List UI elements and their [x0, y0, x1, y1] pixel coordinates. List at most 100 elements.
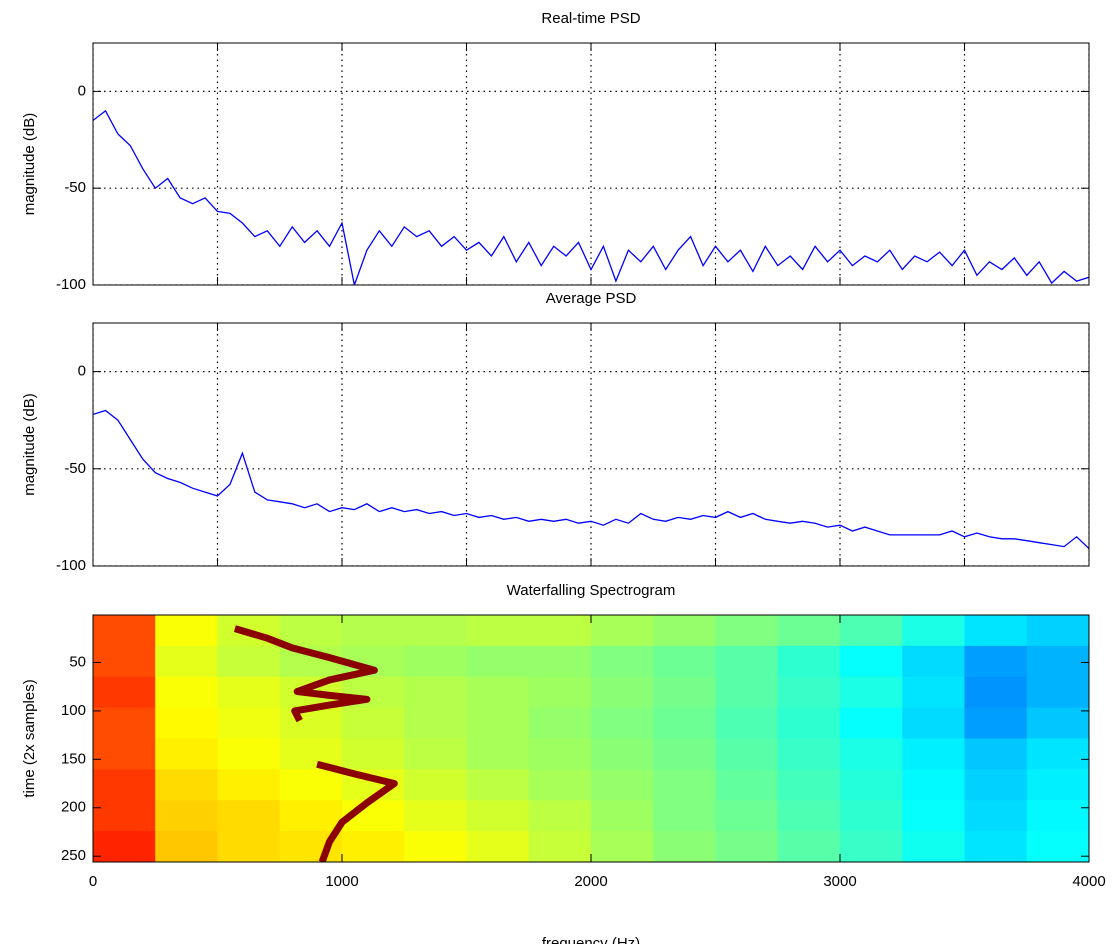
heatmap-cell: [653, 707, 716, 739]
heatmap-cell: [840, 707, 903, 739]
heatmap-cell: [1026, 707, 1089, 739]
heatmap-cell: [342, 738, 405, 770]
heatmap-cell: [342, 831, 405, 862]
heatmap-cell: [653, 645, 716, 678]
heatmap-cell: [404, 738, 467, 770]
heatmap-cell: [964, 615, 1028, 647]
ridge-trace: [233, 625, 378, 723]
heatmap-cell: [715, 645, 779, 678]
heatmap-cell: [715, 707, 779, 739]
y-axis-label: magnitude (dB): [21, 393, 38, 496]
heatmap-cell: [591, 800, 654, 832]
x-tick-label: 1000: [325, 873, 358, 890]
heatmap-cell: [715, 769, 779, 801]
subplot: Real-time PSD magnitude (dB) -100 -50 0: [21, 10, 1090, 293]
heatmap-cell: [404, 615, 467, 647]
heatmap-cell: [653, 769, 716, 801]
plot-area: [93, 43, 1089, 285]
heatmap-cell: [155, 707, 218, 739]
heatmap-cell: [902, 800, 965, 832]
heatmap-cell: [466, 769, 530, 801]
heatmap-cell: [840, 645, 903, 678]
heatmap-cell: [715, 676, 779, 709]
y-tick-label: 50: [69, 653, 86, 670]
heatmap-cell: [964, 707, 1028, 739]
heatmap-cell: [404, 769, 467, 801]
heatmap-cell: [591, 738, 654, 770]
heatmap-cell: [1026, 676, 1089, 709]
heatmap-cell: [528, 800, 592, 832]
heatmap-cell: [342, 615, 405, 647]
heatmap-cell: [777, 645, 841, 678]
heatmap-cell: [93, 615, 156, 647]
y-axis-label: magnitude (dB): [21, 113, 38, 216]
heatmap-cell: [1026, 615, 1089, 647]
heatmap-cell: [93, 707, 156, 739]
heatmap-cell: [528, 738, 592, 770]
heatmap-cell: [840, 676, 903, 709]
heatmap-cell: [528, 615, 592, 647]
heatmap-cell: [777, 615, 841, 647]
heatmap-cell: [217, 831, 281, 862]
heatmap-cell: [777, 800, 841, 832]
heatmap-cell: [217, 769, 281, 801]
heatmap-cell: [217, 800, 281, 832]
heatmap-cell: [964, 831, 1028, 862]
y-tick-label: 100: [61, 702, 86, 719]
heatmap-cell: [217, 645, 281, 678]
x-tick-label: 2000: [574, 873, 607, 890]
heatmap-cell: [93, 676, 156, 709]
plot-area: [93, 323, 1089, 566]
heatmap-cell: [715, 615, 779, 647]
heatmap-cell: [902, 615, 965, 647]
heatmap-cell: [840, 769, 903, 801]
heatmap-cell: [404, 831, 467, 862]
heatmap-cell: [591, 707, 654, 739]
heatmap-cell: [155, 676, 218, 709]
heatmap-cell: [466, 676, 530, 709]
heatmap-cell: [404, 645, 467, 678]
y-tick-label: -100: [56, 557, 86, 574]
y-tick-label: 150: [61, 750, 86, 767]
heatmap-cell: [653, 738, 716, 770]
heatmap-cell: [840, 738, 903, 770]
heatmap-cell: [591, 645, 654, 678]
heatmap-cell: [217, 707, 281, 739]
subplot-title: Waterfalling Spectrogram: [507, 582, 676, 599]
heatmap-cell: [840, 615, 903, 647]
x-tick-label: 4000: [1072, 873, 1105, 890]
heatmap-cell: [466, 831, 530, 862]
heatmap-cell: [1026, 645, 1089, 678]
heatmap-cell: [93, 831, 156, 862]
heatmap-cell: [1026, 831, 1089, 862]
heatmap-cell: [653, 831, 716, 862]
psd-line: [93, 409, 1089, 549]
heatmap-cell: [653, 800, 716, 832]
heatmap-cell: [902, 707, 965, 739]
heatmap-cell: [777, 738, 841, 770]
y-tick-label: -100: [56, 276, 86, 293]
heatmap-cell: [155, 738, 218, 770]
heatmap-cell: [466, 800, 530, 832]
heatmap-cell: [404, 800, 467, 832]
ridge-trace: [316, 760, 398, 862]
heatmap-cell: [279, 707, 343, 739]
y-tick-label: -50: [64, 179, 86, 196]
heatmap-cell: [466, 645, 530, 678]
heatmap-cell: [902, 738, 965, 770]
heatmap-cell: [404, 707, 467, 739]
heatmap-cell: [777, 769, 841, 801]
heatmap-cell: [528, 769, 592, 801]
heatmap-cell: [93, 800, 156, 832]
x-tick-label: 0: [89, 873, 97, 890]
heatmap-cell: [715, 831, 779, 862]
heatmap-cell: [155, 800, 218, 832]
heatmap-cell: [155, 831, 218, 862]
heatmap-cell: [528, 645, 592, 678]
heatmap-cell: [840, 800, 903, 832]
heatmap-cell: [591, 615, 654, 647]
psd-line: [93, 109, 1089, 285]
heatmap-cell: [964, 676, 1028, 709]
x-tick-label: 3000: [823, 873, 856, 890]
heatmap-cell: [466, 738, 530, 770]
